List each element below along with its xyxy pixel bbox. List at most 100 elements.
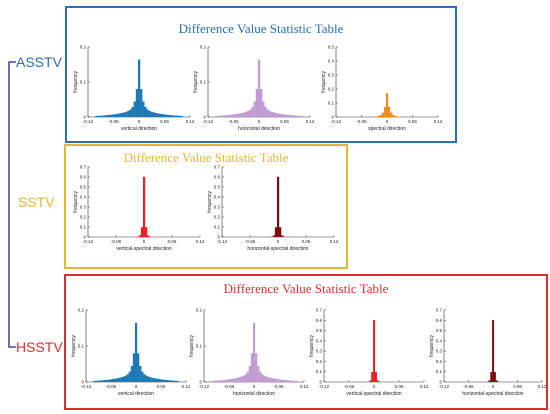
histogram-bar (300, 115, 304, 117)
histogram-bar (168, 380, 171, 382)
histogram-bar (492, 320, 495, 382)
histogram-bar (97, 380, 100, 382)
asstv-label: ASSTV (16, 54, 62, 70)
histogram-bar (277, 113, 280, 117)
histogram-bar (242, 375, 245, 382)
y-axis-label: frequency (309, 335, 315, 357)
histogram-bar (155, 112, 158, 117)
hsstv-horizontal-spectral-histogram: 0 0.1 0.2 0.3 0.4 0.5 0.6 0.7 -0.12 -0.06 0 0.06 0.1… (429, 308, 547, 398)
hsstv-vertical-histogram: 0 0.1 0.2 -0.12 -0.06 0 0.06 0.12 vertical direc… (71, 308, 191, 398)
sstv-label: SSTV (18, 194, 55, 210)
histogram-bar (394, 115, 397, 117)
histogram-bar (149, 377, 152, 382)
histogram-bar (99, 380, 102, 382)
histogram-bar (373, 320, 376, 382)
y-axis-label: frequency (321, 71, 327, 93)
histogram-bar (270, 111, 274, 117)
x-tick-label: 0 (253, 384, 256, 389)
histogram-bar (118, 113, 121, 117)
x-axis-label: horizontal-spectral direction (247, 246, 308, 252)
histogram-bar (160, 379, 163, 382)
x-tick-label: -0.12 (203, 119, 214, 124)
histogram-bar (176, 380, 180, 382)
x-tick-label: 0.12 (186, 119, 195, 124)
hsstv-horizontal-histogram: 0 0.1 0.2 -0.12 -0.06 0 0.06 0.12 horizontal dir… (189, 308, 309, 398)
histogram-bar (280, 379, 283, 382)
y-tick-label: 0.2 (80, 215, 87, 220)
x-axis-label: vertical-spectral direction (346, 391, 402, 397)
histogram-bar (120, 112, 124, 117)
x-axis-label: spectral direction (368, 126, 406, 132)
histogram-bar (223, 115, 226, 117)
histogram-bar (219, 380, 222, 382)
histogram-bar (155, 378, 159, 382)
x-tick-label: 0 (492, 384, 495, 389)
x-axis-label: vertical direction (118, 391, 154, 397)
histogram-bar (272, 235, 276, 237)
x-tick-label: 0.12 (330, 239, 339, 244)
x-tick-label: -0.06 (106, 384, 117, 389)
histogram-bar (137, 59, 141, 117)
histogram-bar (257, 59, 261, 117)
histogram-bar (240, 376, 243, 382)
histogram-bar (265, 376, 268, 382)
histogram-bar (150, 111, 154, 117)
histogram-bar (238, 377, 241, 382)
x-tick-label: -0.06 (463, 384, 474, 389)
x-tick-label: -0.06 (245, 239, 256, 244)
histogram-bar (124, 375, 127, 382)
y-tick-label: 0 (199, 380, 202, 385)
histogram-bar (114, 114, 117, 117)
histogram-bar (174, 115, 177, 117)
histogram-bar (103, 380, 106, 382)
y-tick-label: 0.1 (316, 369, 323, 374)
y-tick-label: 0 (217, 235, 220, 240)
histogram-bar (495, 380, 498, 382)
histogram-bar (111, 379, 115, 382)
histogram-bar (298, 115, 301, 117)
histogram-bar (267, 377, 270, 382)
histogram-bar (250, 353, 254, 382)
x-tick-label: 0.12 (538, 384, 547, 389)
y-tick-label: 0.1 (78, 344, 85, 349)
histogram-bar (240, 112, 244, 117)
y-tick-label: 0.1 (80, 225, 87, 230)
histogram-bar (279, 227, 282, 237)
y-tick-label: 0.6 (316, 318, 323, 323)
histogram-bar (147, 235, 150, 237)
histogram-bar (247, 110, 250, 117)
y-tick-label: 0.1 (200, 80, 207, 85)
histogram-bar (263, 375, 266, 382)
y-tick-label: 0.2 (196, 308, 203, 313)
histogram-bar (221, 115, 224, 117)
sstv-horizontal-spectral-histogram: 0 0.1 0.2 0.3 0.4 0.5 0.6 0.7 -0.12 -0.06 0 0.06 0.1… (207, 165, 339, 253)
histogram-bar (145, 227, 148, 237)
histogram-bar (140, 227, 144, 237)
x-tick-label: 0.06 (408, 119, 417, 124)
y-tick-label: 0.2 (214, 215, 221, 220)
x-tick-label: -0.12 (81, 384, 92, 389)
histogram-bar (371, 371, 374, 382)
histogram-bar (375, 116, 378, 117)
x-tick-label: 0.12 (300, 384, 309, 389)
y-tick-label: 0.4 (80, 195, 87, 200)
x-tick-label: -0.06 (356, 119, 367, 124)
sstv-frame: Difference Value Statistic Table (64, 144, 348, 269)
y-tick-label: 0.5 (80, 185, 87, 190)
histogram-bar (127, 110, 130, 117)
asstv-vertical-histogram: 0 0.1 0.2 -0.12 -0.06 0 0.06 0.12 vertical direc… (73, 45, 195, 133)
y-tick-label: 0.2 (436, 359, 443, 364)
y-tick-label: 0.4 (328, 59, 335, 64)
histogram-bar (230, 114, 233, 117)
x-tick-label: 0 (135, 384, 138, 389)
histogram-bar (135, 89, 139, 117)
x-tick-label: 0.06 (157, 384, 166, 389)
x-tick-label: 0.06 (513, 384, 522, 389)
x-tick-label: 0 (258, 119, 261, 124)
y-tick-label: 0.6 (214, 175, 221, 180)
histogram-bar (281, 114, 284, 117)
y-tick-label: 0 (439, 380, 442, 385)
histogram-bar (396, 116, 399, 117)
histogram-bar (253, 101, 256, 117)
histogram-bar (122, 376, 125, 382)
